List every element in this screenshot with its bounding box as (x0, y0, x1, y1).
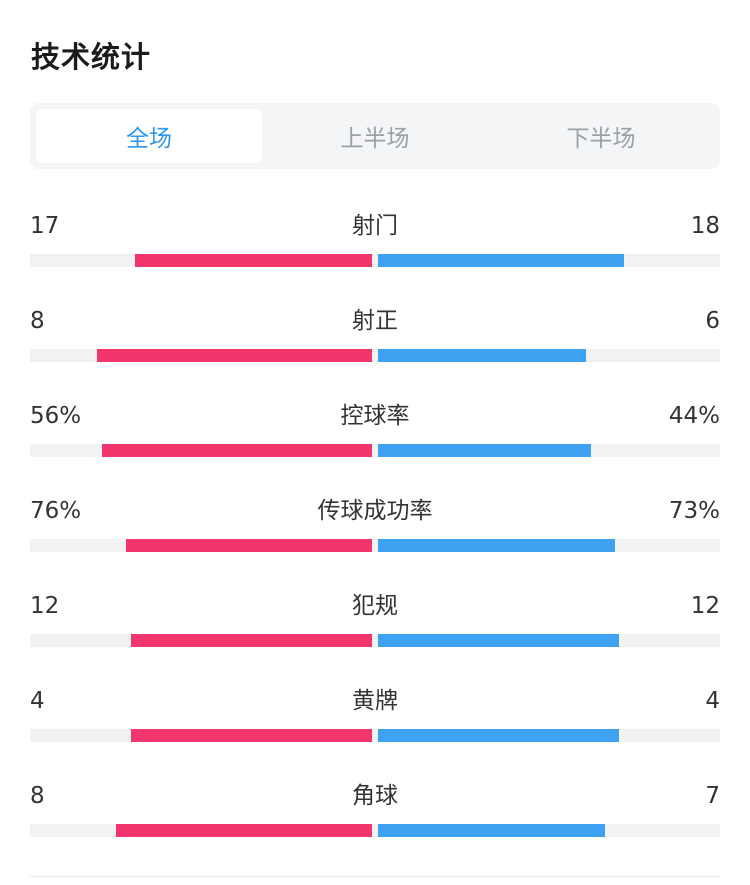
stat-row-shots: 17 射门 18 (30, 212, 720, 282)
stat-label: 黄牌 (352, 688, 398, 714)
away-value: 12 (690, 593, 720, 619)
away-value: 73% (668, 498, 720, 524)
home-value: 17 (30, 213, 60, 239)
period-tabs: 全场 上半场 下半场 (30, 103, 720, 169)
home-value: 56% (30, 403, 82, 429)
tab-second-half[interactable]: 下半场 (566, 126, 636, 152)
stat-label: 射正 (352, 308, 398, 334)
away-value: 44% (668, 403, 720, 429)
stat-row-yellow-cards: 4 黄牌 4 (30, 687, 720, 757)
away-bar (378, 729, 619, 742)
home-bar (116, 824, 372, 837)
home-bar (131, 729, 372, 742)
stat-label: 传球成功率 (317, 498, 433, 524)
stat-row-corners: 8 角球 7 (30, 782, 720, 852)
page-title: 技术统计 (31, 40, 152, 74)
stat-label: 射门 (352, 213, 398, 239)
home-value: 8 (30, 783, 45, 809)
home-value: 12 (30, 593, 60, 619)
home-value: 8 (30, 308, 45, 334)
home-bar (135, 254, 372, 267)
stat-row-shots-on-target: 8 射正 6 (30, 307, 720, 377)
away-bar (378, 634, 619, 647)
stat-label: 控球率 (340, 403, 410, 429)
stat-row-fouls: 12 犯规 12 (30, 592, 720, 662)
away-bar (378, 254, 624, 267)
home-value: 4 (30, 688, 45, 714)
away-value: 18 (690, 213, 720, 239)
tab-first-half[interactable]: 上半场 (340, 126, 410, 152)
away-bar (378, 444, 591, 457)
home-bar (97, 349, 372, 362)
home-value: 76% (30, 498, 82, 524)
away-value: 6 (705, 308, 720, 334)
away-bar (378, 824, 605, 837)
stat-label: 角球 (352, 783, 398, 809)
stat-row-possession: 56% 控球率 44% (30, 402, 720, 472)
tab-full-match[interactable]: 全场 (36, 109, 262, 163)
divider (30, 876, 720, 877)
home-bar (131, 634, 372, 647)
stat-label: 犯规 (352, 593, 398, 619)
away-value: 4 (705, 688, 720, 714)
stat-row-pass-accuracy: 76% 传球成功率 73% (30, 497, 720, 567)
home-bar (102, 444, 372, 457)
away-value: 7 (705, 783, 720, 809)
away-bar (378, 539, 615, 552)
home-bar (126, 539, 372, 552)
away-bar (378, 349, 586, 362)
